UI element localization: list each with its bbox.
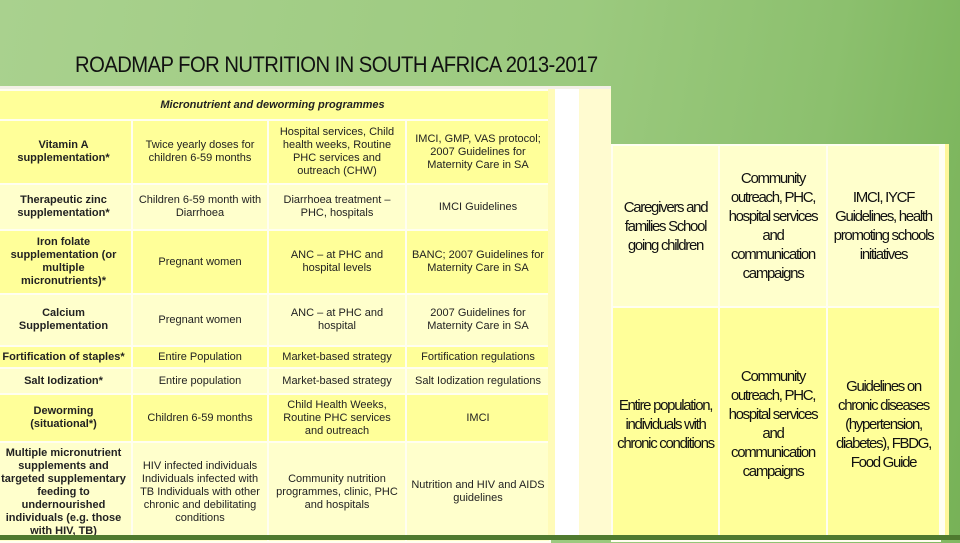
delivery-platform: Market-based strategy [267,345,407,369]
policy: IMCI, GMP, VAS protocol; 2007 Guidelines… [405,119,551,185]
programme-name: Multiple micronutrient supplements and t… [0,441,133,543]
programme-name: Vitamin A supplementation* [0,119,133,185]
target-group: Children 6-59 months [131,393,269,443]
policy: IMCI [405,393,551,443]
table-row: Fortification of staples* Entire Populat… [0,345,551,369]
section-header: Micronutrient and deworming programmes [0,89,551,121]
behaviour-change-table: Caregivers and families School going chi… [611,144,941,542]
table-section-header-row: Micronutrient and deworming programmes [0,89,551,121]
policy: Nutrition and HIV and AIDS guidelines [405,441,551,543]
policy: Guidelines on chronic diseases (hyperten… [826,306,941,542]
delivery-platform: Child Health Weeks, Routine PHC services… [267,393,407,443]
table-edge-strip [939,144,945,540]
policy: Salt Iodization regulations [405,367,551,395]
programme-name: Deworming (situational*) [0,393,133,443]
target-group: Entire population [131,367,269,395]
delivery-platform: Hospital services, Child health weeks, R… [267,119,407,185]
table-edge-strip [548,89,555,540]
policy: BANC; 2007 Guidelines for Maternity Care… [405,229,551,295]
programme-name: Fortification of staples* [0,345,133,369]
programme-name: Therapeutic zinc supplementation* [0,183,133,231]
delivery-platform: Community nutrition programmes, clinic, … [267,441,407,543]
target-group: Pregnant women [131,293,269,347]
table-gap [555,89,579,540]
table-edge-strip [945,144,949,540]
table-row: Iron folate supplementation (or multiple… [0,229,551,295]
table-row: Deworming (situational*) Children 6-59 m… [0,393,551,443]
micronutrient-table-image: Micronutrient and deworming programmes V… [0,86,611,543]
policy: 2007 Guidelines for Maternity Care in SA [405,293,551,347]
policy: IMCI Guidelines [405,183,551,231]
table-row: Calcium Supplementation Pregnant women A… [0,293,551,347]
table-edge-strip [579,89,611,540]
programme-name: Salt Iodization* [0,367,133,395]
target-group: Pregnant women [131,229,269,295]
table-row: Entire population, individuals with chro… [611,306,941,542]
table-row: Salt Iodization* Entire population Marke… [0,367,551,395]
delivery-platform: Diarrhoea treatment – PHC, hospitals [267,183,407,231]
programme-name: Calcium Supplementation [0,293,133,347]
micronutrient-table: Micronutrient and deworming programmes V… [0,89,551,543]
bottom-bar [0,535,960,540]
policy: IMCI, IYCF Guidelines, health promoting … [826,144,941,308]
table-row: Therapeutic zinc supplementation* Childr… [0,183,551,231]
target-group: HIV infected individuals Individuals inf… [131,441,269,543]
table-row: Caregivers and families School going chi… [611,144,941,308]
target-group: Caregivers and families School going chi… [611,144,720,308]
delivery-platform: ANC – at PHC and hospital levels [267,229,407,295]
target-group: Twice yearly doses for children 6-59 mon… [131,119,269,185]
slide-title: ROADMAP FOR NUTRITION IN SOUTH AFRICA 20… [75,52,598,77]
target-group: Children 6-59 month with Diarrhoea [131,183,269,231]
delivery-platform: Market-based strategy [267,367,407,395]
target-group: Entire population, individuals with chro… [611,306,720,542]
programme-name: Iron folate supplementation (or multiple… [0,229,133,295]
delivery-platform: Community outreach, PHC, hospital servic… [718,306,828,542]
delivery-platform: Community outreach, PHC, hospital servic… [718,144,828,308]
delivery-platform: ANC – at PHC and hospital [267,293,407,347]
target-group: Entire Population [131,345,269,369]
policy: Fortification regulations [405,345,551,369]
table-row: Multiple micronutrient supplements and t… [0,441,551,543]
table-row: Vitamin A supplementation* Twice yearly … [0,119,551,185]
behaviour-change-table-image: Caregivers and families School going chi… [611,144,949,542]
